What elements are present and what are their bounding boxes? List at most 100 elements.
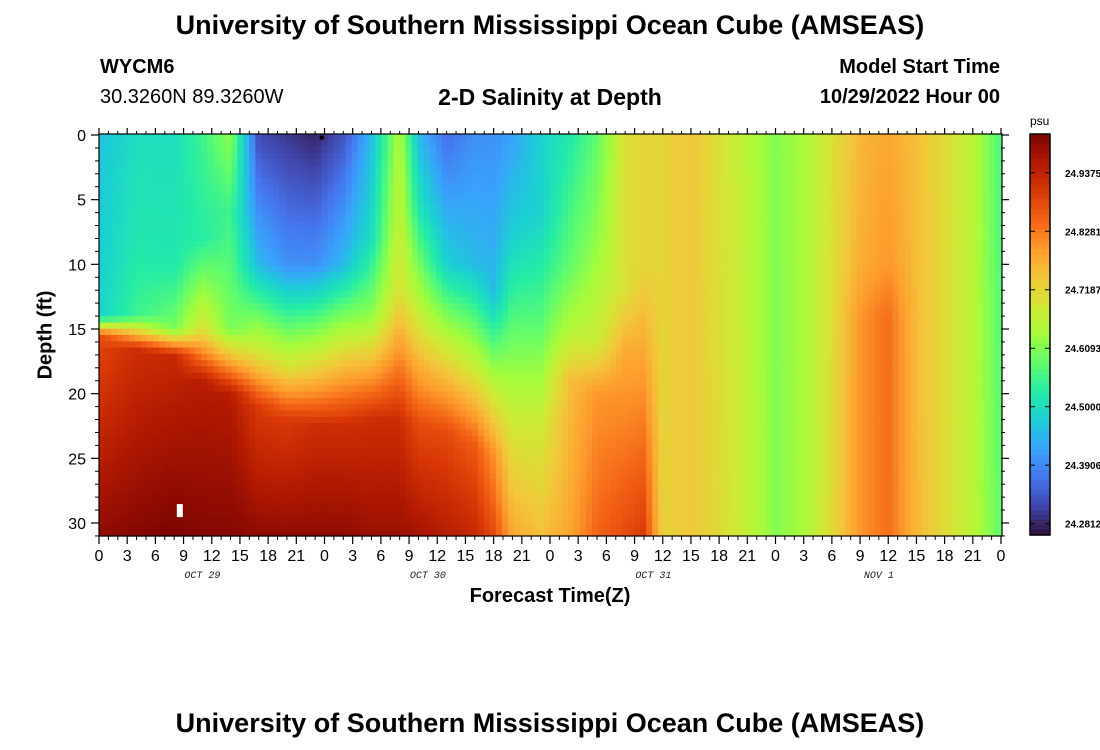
heatmap-cell xyxy=(177,391,184,399)
heatmap-cell xyxy=(435,165,443,173)
heatmap-cell xyxy=(417,492,425,499)
heatmap-cell xyxy=(309,448,317,455)
heatmap-cell xyxy=(225,221,232,229)
heatmap-cell xyxy=(441,146,449,154)
heatmap-cell xyxy=(195,385,202,393)
heatmap-cell xyxy=(171,322,178,330)
heatmap-cell xyxy=(303,448,311,455)
heatmap-cell xyxy=(435,435,443,443)
heatmap-cell xyxy=(297,253,305,261)
heatmap-cell xyxy=(105,303,112,311)
heatmap-cell xyxy=(315,360,323,368)
heatmap-cell xyxy=(315,404,323,411)
heatmap-cell xyxy=(219,152,226,160)
heatmap-cell xyxy=(381,272,389,280)
heatmap-cell xyxy=(105,529,112,537)
heatmap-cell xyxy=(273,228,280,236)
heatmap-cell xyxy=(105,297,112,305)
heatmap-cell xyxy=(261,209,268,217)
heatmap-cell xyxy=(285,146,293,154)
heatmap-cell xyxy=(165,341,172,349)
heatmap-cell xyxy=(237,247,244,254)
heatmap-cell xyxy=(237,134,244,141)
heatmap-cell xyxy=(231,416,238,424)
heatmap-cell xyxy=(291,159,299,167)
heatmap-cell xyxy=(267,441,274,449)
heatmap-cell xyxy=(477,134,485,141)
heatmap-cell xyxy=(477,347,485,355)
heatmap-cell xyxy=(303,284,311,292)
heatmap-cell xyxy=(375,410,383,418)
heatmap-cell xyxy=(105,435,112,443)
heatmap-cell xyxy=(441,272,449,280)
heatmap-cell xyxy=(423,454,431,462)
heatmap-cell xyxy=(123,253,130,261)
heatmap-cell xyxy=(399,140,407,148)
heatmap-cell xyxy=(345,171,353,179)
heatmap-cell xyxy=(562,152,569,160)
heatmap-cell xyxy=(123,228,130,236)
heatmap-cell xyxy=(177,134,184,141)
heatmap-cell xyxy=(345,234,353,242)
heatmap-cell xyxy=(339,284,347,292)
heatmap-cell xyxy=(543,291,551,298)
heatmap-cell xyxy=(477,171,485,179)
heatmap-cell xyxy=(387,259,395,267)
heatmap-cell xyxy=(291,510,299,518)
heatmap-cell xyxy=(195,221,202,229)
heatmap-cell xyxy=(501,196,509,204)
heatmap-cell xyxy=(405,510,413,518)
heatmap-cell xyxy=(159,284,166,292)
heatmap-cell xyxy=(141,504,148,512)
heatmap-cell xyxy=(483,485,491,493)
heatmap-cell xyxy=(477,291,485,298)
heatmap-cell xyxy=(339,485,347,493)
heatmap-cell xyxy=(99,291,106,298)
heatmap-cell xyxy=(363,378,371,386)
heatmap-cell xyxy=(345,454,353,462)
heatmap-cell xyxy=(117,410,124,418)
heatmap-cell xyxy=(513,353,521,361)
heatmap-cell xyxy=(345,378,353,386)
heatmap-cell xyxy=(117,466,124,474)
heatmap-cell xyxy=(399,498,407,506)
heatmap-cell xyxy=(165,215,172,223)
heatmap-cell xyxy=(249,410,256,418)
heatmap-cell xyxy=(213,190,220,198)
heatmap-cell xyxy=(351,385,359,393)
heatmap-cell xyxy=(297,492,305,499)
heatmap-cell xyxy=(381,215,389,223)
heatmap-cell xyxy=(213,221,220,229)
heatmap-cell xyxy=(147,221,154,229)
heatmap-cell xyxy=(177,410,184,418)
heatmap-cell xyxy=(550,429,557,437)
heatmap-cell xyxy=(429,441,437,449)
heatmap-cell xyxy=(315,184,323,192)
heatmap-cell xyxy=(261,510,268,518)
heatmap-cell xyxy=(453,372,461,380)
heatmap-cell xyxy=(345,441,353,449)
heatmap-cell xyxy=(273,309,280,317)
heatmap-cell xyxy=(147,203,154,210)
heatmap-cell xyxy=(105,171,112,179)
heatmap-cell xyxy=(243,328,250,336)
heatmap-cell xyxy=(489,328,497,336)
heatmap-cell xyxy=(99,517,106,525)
heatmap-cell xyxy=(303,221,311,229)
heatmap-cell xyxy=(465,316,473,324)
heatmap-cell xyxy=(195,492,202,499)
heatmap-cell xyxy=(441,360,449,368)
heatmap-cell xyxy=(195,184,202,192)
heatmap-cell xyxy=(471,404,479,411)
heatmap-cell xyxy=(369,441,377,449)
heatmap-cell xyxy=(471,203,479,210)
heatmap-cell xyxy=(321,203,329,210)
heatmap-cell xyxy=(363,410,371,418)
heatmap-cell xyxy=(556,479,563,487)
heatmap-cell xyxy=(363,510,371,518)
heatmap-cell xyxy=(249,215,256,223)
heatmap-cell xyxy=(123,466,130,474)
heatmap-cell xyxy=(291,454,299,462)
heatmap-cell xyxy=(285,215,293,223)
heatmap-cell xyxy=(273,454,280,462)
